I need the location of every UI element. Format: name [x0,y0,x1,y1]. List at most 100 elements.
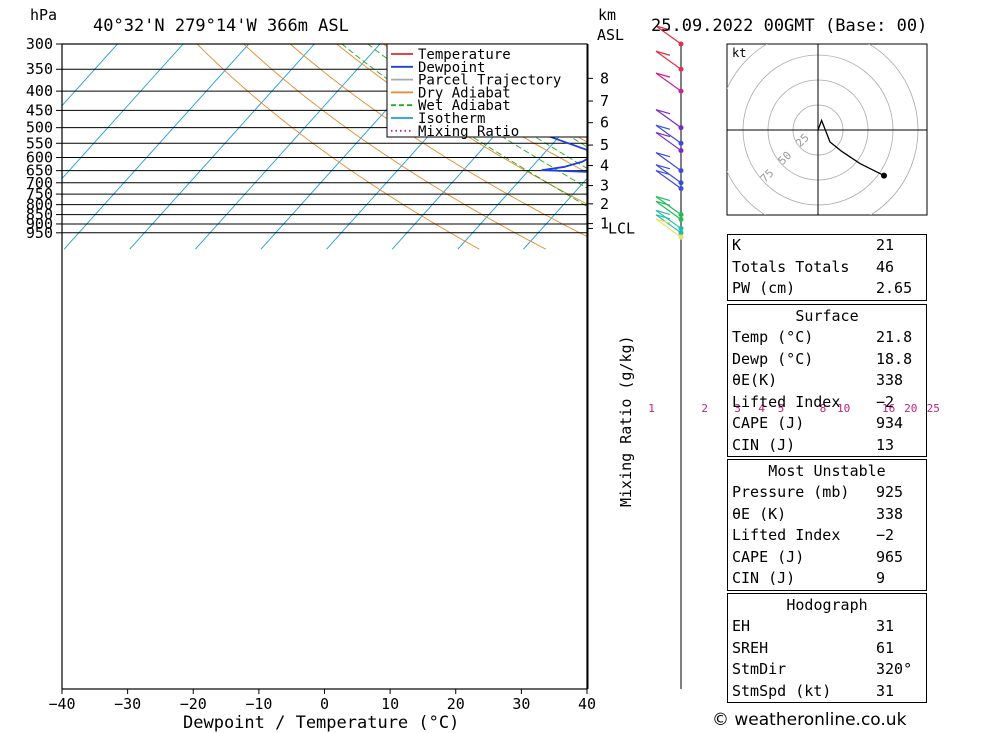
wind-barb-dot [679,186,684,191]
wind-barb-column [656,26,684,689]
legend-label: Mixing Ratio [418,124,519,140]
mixing-ratio-label: 2 [701,402,708,415]
y-tick-label: 300 [26,35,53,53]
wind-barb [656,125,681,143]
wind-barb-dot [679,230,684,235]
surface-key: Dewp (°C) [728,349,872,371]
hodograph: 255075 [718,30,927,230]
x-tick-label: −20 [180,695,207,713]
x-tick-label: −10 [245,695,272,713]
index-key: Totals Totals [728,257,872,279]
km-tick-label: 7 [600,92,609,110]
km-tick-label: 5 [600,136,609,154]
x-tick-label: 10 [381,695,399,713]
mixing-ratio-label: 25 [927,402,940,415]
mu-key: θE (K) [728,504,872,526]
mu-row: θE (K)338 [728,504,926,526]
x-tick-label: 40 [578,695,596,713]
y-tick-label: 450 [26,101,53,119]
wind-barb [656,210,681,228]
credit-link[interactable]: © weatheronline.co.uk [712,710,906,730]
index-row: Totals Totals46 [728,257,926,279]
dry-adiabat-line [929,38,1000,249]
hodo-row: StmSpd (kt)31 [728,681,926,703]
wind-barb-dot [679,226,684,231]
mu-key: CAPE (J) [728,547,872,569]
hodo-row: EH31 [728,616,926,638]
surface-value: 18.8 [872,349,926,371]
wind-barb-dot [679,235,684,240]
wind-barb-dot [679,217,684,222]
hodo-row: StmDir320° [728,659,926,681]
most-unstable-table: Most Unstable Pressure (mb)925 θE (K)338… [727,459,927,591]
wind-barb [656,51,681,69]
hodo-key: StmSpd (kt) [728,681,872,703]
index-row: PW (cm)2.65 [728,278,926,300]
surface-row: θE(K)338 [728,370,926,392]
surface-value: 338 [872,370,926,392]
y-tick-label: 400 [26,82,53,100]
surface-row: Temp (°C)21.8 [728,327,926,349]
surface-row: CIN (J)13 [728,435,926,457]
surface-row: Lifted Index−2 [728,392,926,414]
mu-row: Lifted Index−2 [728,525,926,547]
x-tick-label: −40 [48,695,75,713]
hodo-value: 320° [872,659,926,681]
wind-barb-dot [679,89,684,94]
surface-key: Temp (°C) [728,327,872,349]
wind-barb-dot [679,67,684,72]
hodo-value: 61 [872,638,926,660]
wind-barb-dot [679,141,684,146]
hodograph-unit: kt [732,46,746,60]
km-tick-label: 6 [600,114,609,132]
surface-value: −2 [872,392,926,414]
mu-value: 9 [872,568,926,590]
wind-barb [656,73,681,91]
mu-key: Pressure (mb) [728,482,872,504]
index-key: PW (cm) [728,278,872,300]
km-label: km [598,6,616,24]
surface-key: CIN (J) [728,435,872,457]
location-title: 40°32'N 279°14'W 366m ASL [93,16,349,36]
surface-value: 21.8 [872,327,926,349]
surface-key: θE(K) [728,370,872,392]
plot-frame [62,44,587,689]
x-axis-title: Dewpoint / Temperature (°C) [183,713,459,733]
wind-barb-dot [679,42,684,47]
km-tick-label: 2 [600,195,609,213]
isotherm-line [983,38,1000,249]
index-value: 21 [872,235,926,257]
mixing-ratio-label: 1 [648,402,655,415]
mu-value: 925 [872,482,926,504]
isotherm-line [0,38,122,249]
mu-row: Pressure (mb)925 [728,482,926,504]
wind-barb-dot [679,180,684,185]
y-tick-label: 950 [26,224,53,242]
surface-title-text: Surface [728,305,926,327]
wind-barb-dot [679,212,684,217]
wind-barb [656,110,681,128]
km-tick-label: LCL [608,219,635,237]
wind-barb [656,201,681,219]
surface-value: 934 [872,413,926,435]
hodo-key: StmDir [728,659,872,681]
asl-label: ASL [597,26,624,44]
index-key: K [728,235,872,257]
wind-barb-dot [679,168,684,173]
surface-table: Surface Temp (°C)21.8 Dewp (°C)18.8 θE(K… [727,304,927,457]
mu-row: CIN (J)9 [728,568,926,590]
km-tick-label: 4 [600,157,609,175]
isotherm-line [64,38,254,249]
hodograph-title: Hodograph [728,594,926,616]
pressure-unit-label: hPa [30,6,57,24]
index-row: K21 [728,235,926,257]
isotherm-line [917,38,1000,249]
hodo-key: SREH [728,638,872,660]
legend: TemperatureDewpointParcel TrajectoryDry … [387,44,587,140]
x-tick-label: 20 [447,695,465,713]
hodo-value: 31 [872,616,926,638]
plot-border [62,44,587,689]
hodo-key: EH [728,616,872,638]
x-tick-label: 30 [512,695,530,713]
mixing-ratio-axis-title: Mixing Ratio (g/kg) [617,335,635,507]
